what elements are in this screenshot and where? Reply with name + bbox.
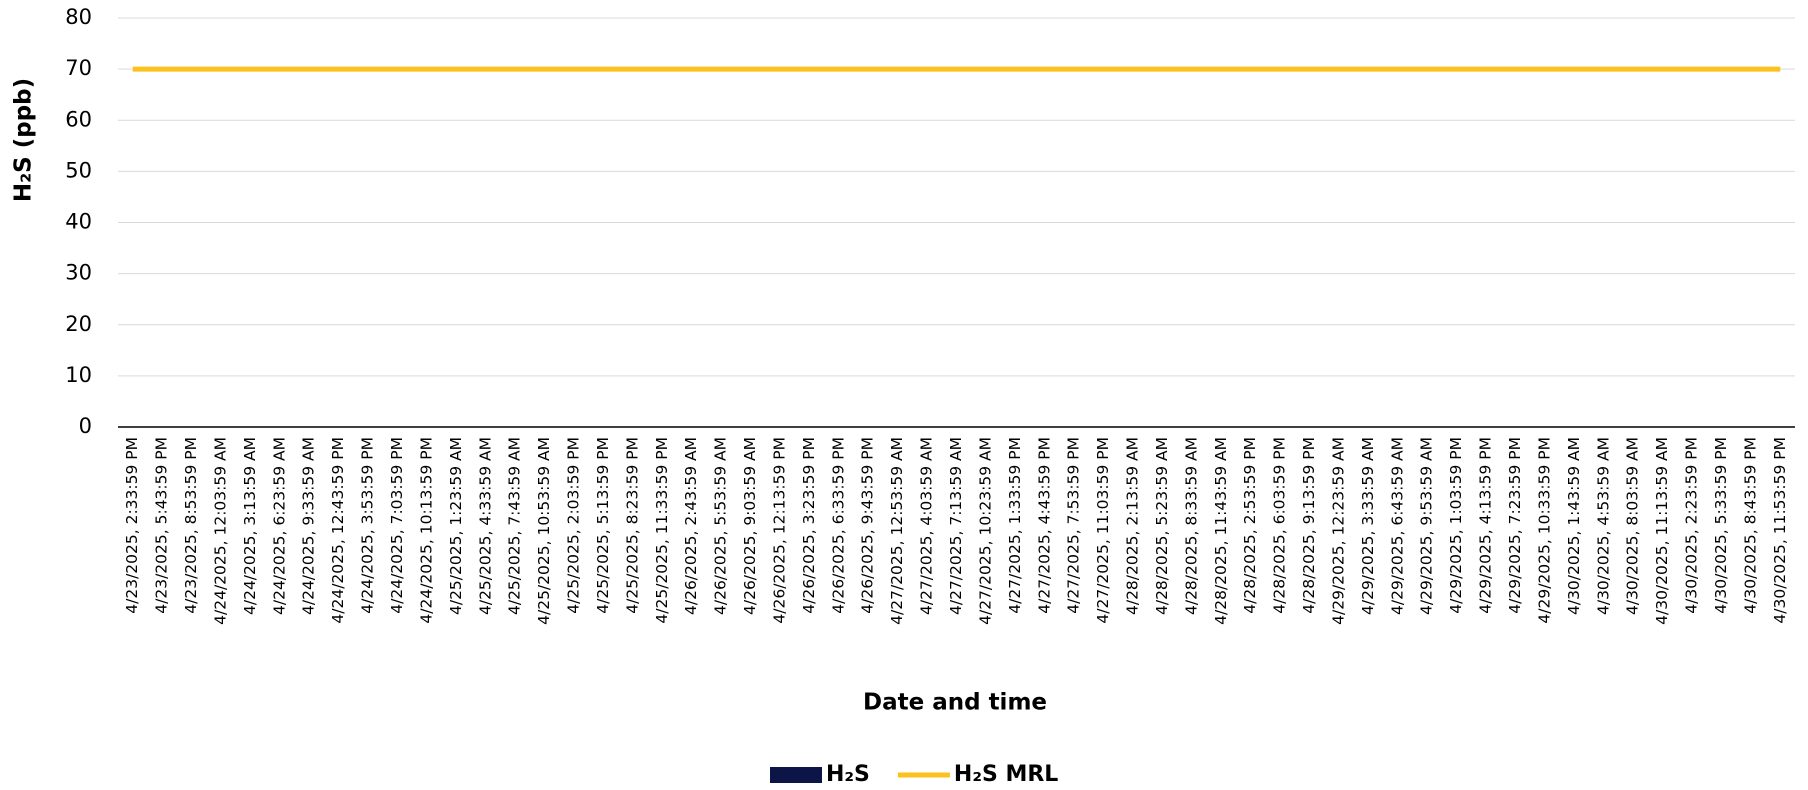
y-tick-label: 60 xyxy=(65,107,92,131)
x-tick-label: 4/29/2025, 12:23:59 AM xyxy=(1329,437,1347,625)
x-tick-label: 4/24/2025, 12:03:59 AM xyxy=(211,437,229,625)
x-tick-label: 4/30/2025, 4:53:59 AM xyxy=(1594,437,1612,615)
x-tick-label: 4/27/2025, 11:03:59 PM xyxy=(1094,437,1112,624)
x-tick-label: 4/28/2025, 2:53:59 PM xyxy=(1241,437,1259,614)
x-tick-label: 4/24/2025, 3:13:59 AM xyxy=(241,437,259,615)
x-tick-label: 4/30/2025, 8:43:59 PM xyxy=(1741,437,1759,614)
x-tick-label: 4/28/2025, 6:03:59 PM xyxy=(1271,437,1289,614)
x-tick-label: 4/27/2025, 7:53:59 PM xyxy=(1065,437,1083,614)
x-tick-label: 4/29/2025, 4:13:59 PM xyxy=(1477,437,1495,614)
y-tick-label: 20 xyxy=(65,312,92,336)
x-tick-label: 4/28/2025, 11:43:59 AM xyxy=(1212,437,1230,625)
x-tick-label: 4/29/2025, 3:33:59 AM xyxy=(1359,437,1377,615)
x-tick-label: 4/28/2025, 9:13:59 PM xyxy=(1300,437,1318,614)
y-tick-label: 80 xyxy=(65,5,92,29)
x-tick-label: 4/27/2025, 4:03:59 AM xyxy=(918,437,936,615)
x-tick-label: 4/26/2025, 6:33:59 PM xyxy=(829,437,847,614)
y-tick-label: 50 xyxy=(65,158,92,182)
x-tick-label: 4/25/2025, 5:13:59 PM xyxy=(594,437,612,614)
x-tick-label: 4/28/2025, 8:33:59 AM xyxy=(1182,437,1200,615)
x-tick-label: 4/26/2025, 12:13:59 PM xyxy=(770,437,788,624)
x-tick-label: 4/24/2025, 12:43:59 PM xyxy=(329,437,347,624)
x-tick-label: 4/30/2025, 11:13:59 AM xyxy=(1653,437,1671,625)
legend-swatch xyxy=(770,767,822,783)
x-tick-label: 4/26/2025, 9:43:59 PM xyxy=(859,437,877,614)
x-tick-label: 4/27/2025, 10:23:59 AM xyxy=(976,437,994,625)
x-tick-label: 4/29/2025, 10:33:59 PM xyxy=(1535,437,1553,624)
x-tick-label: 4/27/2025, 4:43:59 PM xyxy=(1035,437,1053,614)
x-tick-label: 4/27/2025, 12:53:59 AM xyxy=(888,437,906,625)
x-tick-label: 4/25/2025, 11:33:59 PM xyxy=(653,437,671,624)
x-tick-label: 4/26/2025, 9:03:59 AM xyxy=(741,437,759,615)
y-axis-title: H₂S (ppb) xyxy=(11,78,37,202)
x-tick-label: 4/29/2025, 9:53:59 AM xyxy=(1418,437,1436,615)
x-tick-label: 4/24/2025, 10:13:59 PM xyxy=(417,437,435,624)
x-tick-label: 4/29/2025, 7:23:59 PM xyxy=(1506,437,1524,614)
y-tick-label: 0 xyxy=(79,414,92,438)
x-axis-title: Date and time xyxy=(863,690,1047,716)
x-tick-label: 4/23/2025, 2:33:59 PM xyxy=(123,437,141,614)
legend-label: H₂S MRL xyxy=(954,762,1058,787)
x-tick-label: 4/23/2025, 8:53:59 PM xyxy=(182,437,200,614)
x-tick-label: 4/29/2025, 1:03:59 PM xyxy=(1447,437,1465,614)
y-tick-label: 70 xyxy=(65,56,92,80)
x-tick-label: 4/25/2025, 7:43:59 AM xyxy=(506,437,524,615)
y-tick-label: 40 xyxy=(65,210,92,234)
x-tick-label: 4/26/2025, 3:23:59 PM xyxy=(800,437,818,614)
x-tick-label: 4/29/2025, 6:43:59 AM xyxy=(1388,437,1406,615)
x-tick-label: 4/28/2025, 2:13:59 AM xyxy=(1124,437,1142,615)
x-tick-label: 4/30/2025, 5:33:59 PM xyxy=(1712,437,1730,614)
x-tick-label: 4/24/2025, 6:23:59 AM xyxy=(270,437,288,615)
y-tick-label: 10 xyxy=(65,363,92,387)
x-tick-label: 4/24/2025, 7:03:59 PM xyxy=(388,437,406,614)
y-tick-label: 30 xyxy=(65,261,92,285)
x-tick-label: 4/24/2025, 9:33:59 AM xyxy=(300,437,318,615)
x-tick-label: 4/30/2025, 2:23:59 PM xyxy=(1683,437,1701,614)
x-tick-label: 4/30/2025, 11:53:59 PM xyxy=(1771,437,1789,624)
x-tick-label: 4/28/2025, 5:23:59 AM xyxy=(1153,437,1171,615)
x-tick-label: 4/25/2025, 1:23:59 AM xyxy=(447,437,465,615)
x-tick-label: 4/27/2025, 1:33:59 PM xyxy=(1006,437,1024,614)
x-tick-label: 4/24/2025, 3:53:59 PM xyxy=(359,437,377,614)
x-tick-label: 4/25/2025, 10:53:59 AM xyxy=(535,437,553,625)
x-tick-label: 4/26/2025, 5:53:59 AM xyxy=(712,437,730,615)
x-tick-label: 4/27/2025, 7:13:59 AM xyxy=(947,437,965,615)
x-tick-label: 4/23/2025, 5:43:59 PM xyxy=(153,437,171,614)
x-tick-label: 4/30/2025, 1:43:59 AM xyxy=(1565,437,1583,615)
x-tick-label: 4/25/2025, 4:33:59 AM xyxy=(476,437,494,615)
x-tick-label: 4/25/2025, 2:03:59 PM xyxy=(565,437,583,614)
legend-label: H₂S xyxy=(826,762,870,787)
x-tick-label: 4/30/2025, 8:03:59 AM xyxy=(1624,437,1642,615)
x-tick-label: 4/25/2025, 8:23:59 PM xyxy=(623,437,641,614)
x-tick-label: 4/26/2025, 2:43:59 AM xyxy=(682,437,700,615)
